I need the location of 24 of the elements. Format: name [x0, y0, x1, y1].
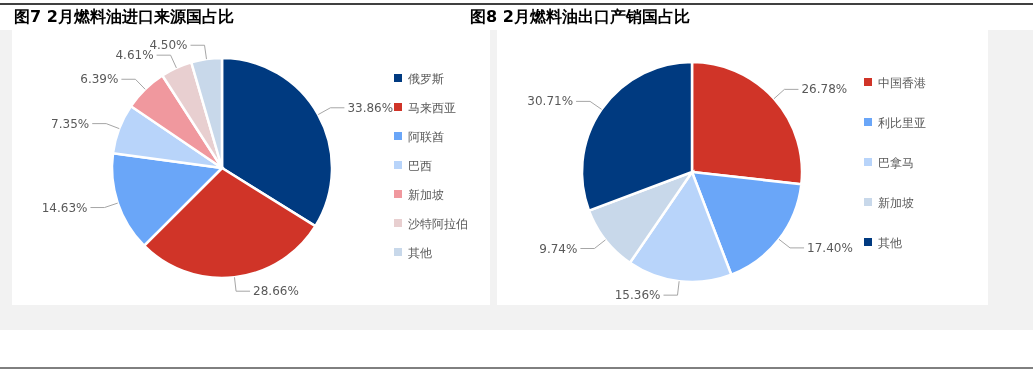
legend-label: 阿联酋	[408, 129, 444, 144]
chart-title: 图7 2月燃料油进口来源国占比	[14, 7, 234, 26]
legend-label: 其他	[408, 245, 432, 260]
legend-label: 巴拿马	[878, 155, 914, 170]
data-label: 9.74%	[539, 241, 578, 256]
legend-label: 利比里亚	[878, 115, 926, 130]
data-label: 7.35%	[51, 116, 90, 131]
data-label: 33.86%	[347, 100, 394, 115]
data-label: 6.39%	[80, 72, 119, 87]
legend-label: 俄罗斯	[408, 71, 444, 86]
data-label: 15.36%	[614, 288, 661, 303]
legend-label: 巴西	[408, 158, 432, 173]
data-label: 17.40%	[807, 240, 853, 255]
legend-label: 中国香港	[878, 75, 926, 90]
data-label: 14.63%	[41, 200, 88, 215]
legend-label: 新加坡	[408, 187, 444, 202]
legend-label: 其他	[878, 235, 902, 250]
data-label: 28.66%	[253, 284, 299, 299]
data-label: 30.71%	[527, 94, 574, 109]
data-label: 26.78%	[801, 82, 848, 97]
chart-title: 图8 2月燃料油出口产销国占比	[470, 7, 690, 26]
legend-label: 马来西亚	[408, 100, 456, 115]
legend-label: 新加坡	[878, 195, 914, 210]
legend-label: 沙特阿拉伯	[408, 216, 468, 231]
